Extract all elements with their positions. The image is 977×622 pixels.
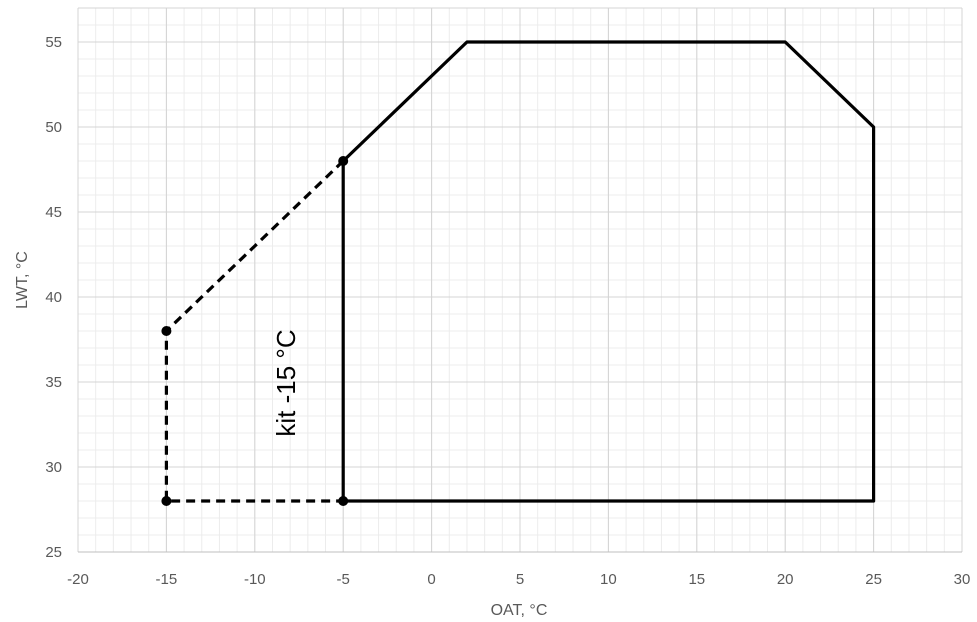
y-tick-label: 55 (45, 34, 62, 51)
x-tick-label: -10 (244, 571, 266, 588)
x-tick-label: -20 (67, 571, 89, 588)
x-tick-label: 20 (777, 571, 794, 588)
x-tick-labels: -20 -15 -10 -5 0 5 10 15 20 25 30 (67, 571, 970, 588)
marker-layer (161, 156, 349, 506)
y-tick-label: 50 (45, 119, 62, 136)
y-tick-labels: 25 30 35 40 45 50 55 (45, 34, 62, 561)
x-tick-label: 0 (427, 571, 435, 588)
data-point-marker (338, 496, 349, 506)
x-axis-title: OAT, °C (491, 602, 548, 619)
x-tick-label: 10 (600, 571, 617, 588)
kit-annotation: kit -15 °C (271, 329, 301, 436)
data-point-marker (161, 496, 172, 506)
x-tick-label: -15 (156, 571, 178, 588)
y-tick-label: 35 (45, 374, 62, 391)
y-axis-title: LWT, °C (14, 251, 31, 309)
data-point-marker (338, 156, 349, 166)
dashed-extension-line (164, 159, 345, 503)
x-tick-label: 25 (865, 571, 882, 588)
x-tick-label: 30 (954, 571, 971, 588)
y-tick-label: 30 (45, 459, 62, 476)
x-tick-label: 5 (516, 571, 524, 588)
y-tick-label: 40 (45, 289, 62, 306)
y-tick-label: 45 (45, 204, 62, 221)
y-tick-label: 25 (45, 544, 62, 561)
x-tick-label: 15 (688, 571, 705, 588)
data-point-marker (161, 326, 172, 336)
x-tick-label: -5 (337, 571, 350, 588)
